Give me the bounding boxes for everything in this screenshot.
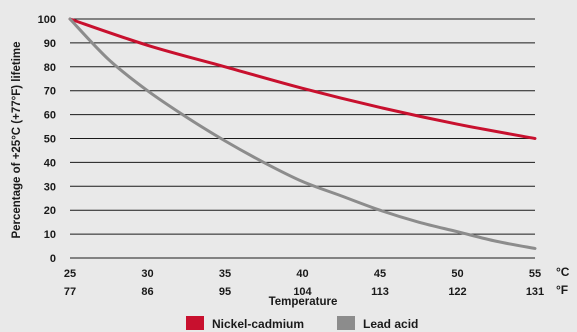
x-tick-label-fahrenheit: 122 bbox=[448, 286, 466, 298]
legend-swatch-nickel-cadmium bbox=[186, 316, 204, 330]
y-axis-label: Percentage of +25°C (+77°F) lifetime bbox=[11, 41, 23, 238]
legend-label-lead-acid: Lead acid bbox=[363, 317, 418, 331]
x-tick-label-celsius: 35 bbox=[219, 268, 231, 280]
x-axis-label: Temperature bbox=[269, 296, 338, 308]
y-tick-label: 80 bbox=[44, 62, 56, 74]
x-tick-label-celsius: 30 bbox=[141, 268, 153, 280]
series-line-lead-acid bbox=[68, 17, 537, 250]
y-tick-label: 50 bbox=[44, 134, 56, 146]
y-tick-label: 40 bbox=[44, 157, 56, 169]
y-tick-label: 10 bbox=[44, 229, 56, 241]
legend: Nickel-cadmium Lead acid bbox=[186, 316, 418, 331]
y-tick-label: 90 bbox=[44, 38, 56, 50]
x-tick-label-celsius: 25 bbox=[64, 268, 76, 280]
y-tick-label: 60 bbox=[44, 110, 56, 122]
series-lines bbox=[68, 17, 537, 250]
y-tick-label: 30 bbox=[44, 181, 56, 193]
x-tick-label-celsius: 50 bbox=[451, 268, 463, 280]
x-tick-label-celsius: 40 bbox=[296, 268, 308, 280]
x-tick-label-fahrenheit: 113 bbox=[371, 286, 389, 298]
legend-swatch-lead-acid bbox=[337, 316, 355, 330]
x-tick-label-fahrenheit: 77 bbox=[64, 286, 76, 298]
legend-label-nickel-cadmium: Nickel-cadmium bbox=[212, 317, 304, 331]
series-line-nickel-cadmium bbox=[68, 17, 537, 140]
x-unit-fahrenheit: °F bbox=[556, 283, 568, 297]
y-tick-label: 100 bbox=[38, 14, 56, 26]
y-tick-label: 20 bbox=[44, 205, 56, 217]
y-axis-ticks: 0 10 20 30 40 50 60 70 80 90 100 bbox=[38, 14, 56, 265]
x-tick-label-fahrenheit: 95 bbox=[219, 286, 231, 298]
gridlines bbox=[70, 18, 535, 259]
x-tick-label-celsius: 45 bbox=[374, 268, 386, 280]
x-tick-label-celsius: 55 bbox=[529, 268, 541, 280]
x-tick-label-fahrenheit: 131 bbox=[526, 286, 544, 298]
x-tick-label-fahrenheit: 104 bbox=[293, 286, 312, 298]
x-axis-ticks: 25 77 30 86 35 95 40 104 45 113 50 122 55 131 bbox=[64, 268, 544, 298]
y-tick-label: 0 bbox=[50, 253, 56, 265]
y-tick-label: 70 bbox=[44, 86, 56, 98]
x-unit-celsius: °C bbox=[556, 265, 570, 279]
x-tick-label-fahrenheit: 86 bbox=[141, 286, 153, 298]
